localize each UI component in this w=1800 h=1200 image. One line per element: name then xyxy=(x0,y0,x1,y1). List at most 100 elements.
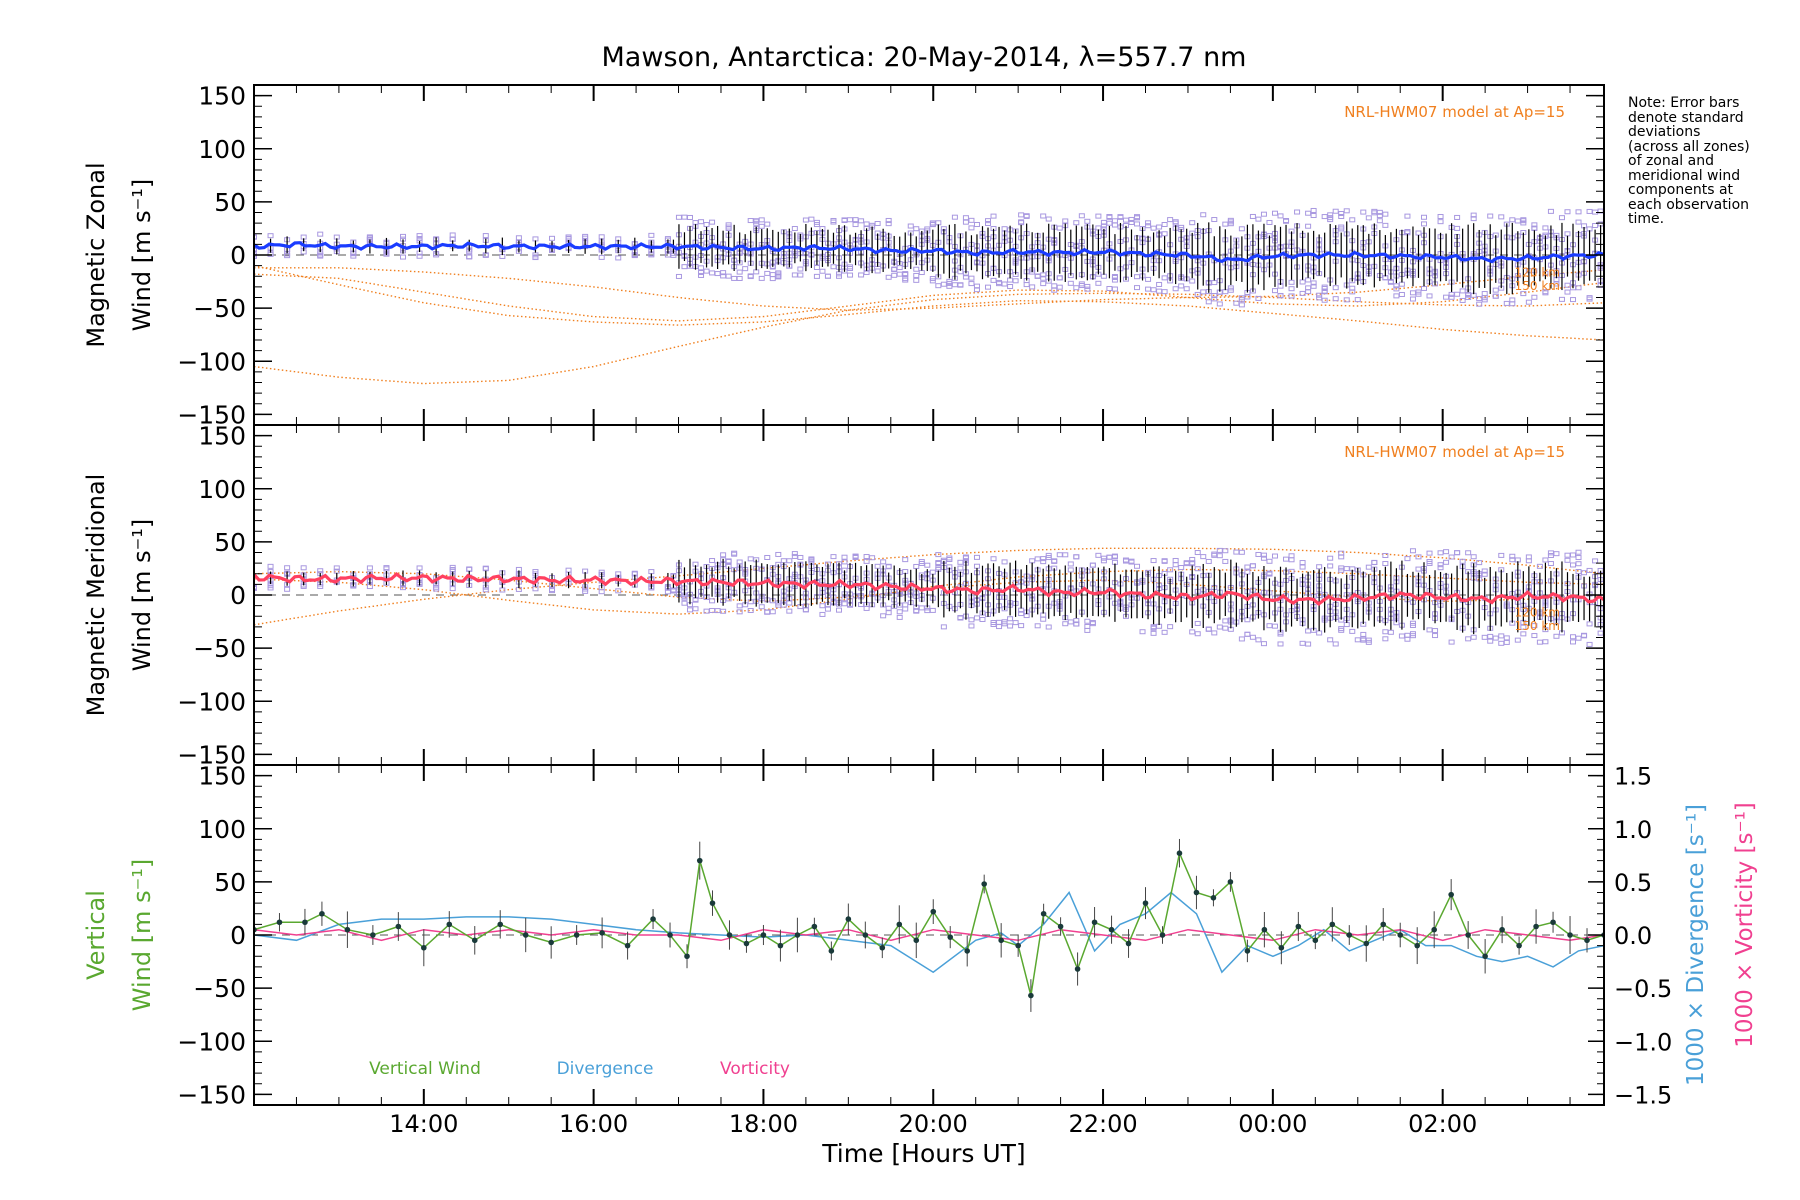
zone-point xyxy=(1040,281,1047,287)
zone-point xyxy=(1034,623,1041,629)
panel-data xyxy=(254,547,1604,647)
zone-point xyxy=(1167,624,1174,630)
zone-point xyxy=(1592,223,1599,229)
zone-point xyxy=(1200,289,1207,295)
zone-point xyxy=(1271,210,1278,216)
zone-point xyxy=(951,282,958,288)
zone-point xyxy=(1216,547,1223,553)
zone-point xyxy=(1575,219,1582,225)
zone-point xyxy=(1249,563,1256,569)
zone-point xyxy=(1089,621,1096,627)
zone-point xyxy=(1470,216,1477,222)
panel-data xyxy=(254,838,1604,1012)
zone-point xyxy=(1332,208,1339,214)
zone-point xyxy=(1194,566,1201,572)
zone-point xyxy=(383,566,390,572)
zone-point xyxy=(907,223,914,229)
vertical-wind-point xyxy=(1312,937,1319,944)
zone-point xyxy=(802,607,809,613)
zone-point xyxy=(1084,286,1091,292)
zone-point xyxy=(1360,636,1367,642)
vertical-wind-point xyxy=(302,919,308,926)
legend-entry: Divergence xyxy=(557,1059,654,1079)
zone-point xyxy=(747,607,754,613)
zone-point xyxy=(935,565,942,571)
zone-point xyxy=(1575,209,1582,215)
zone-point xyxy=(1327,637,1334,643)
zone-point xyxy=(1073,220,1080,226)
zone-point xyxy=(1040,616,1047,622)
zone-point xyxy=(1051,287,1058,293)
zone-point xyxy=(1354,297,1361,303)
zone-point xyxy=(482,233,489,239)
y-tick-label: −50 xyxy=(193,294,246,323)
zone-point xyxy=(1211,280,1218,286)
zone-point xyxy=(1299,290,1306,296)
zone-point xyxy=(254,234,257,240)
zone-point xyxy=(692,597,699,603)
zone-point xyxy=(1426,293,1433,299)
zone-point xyxy=(841,559,848,565)
zone-point xyxy=(1487,638,1494,644)
vertical-wind-point xyxy=(998,937,1004,944)
zone-point xyxy=(1454,225,1461,231)
zone-point xyxy=(1117,214,1124,220)
zone-point xyxy=(1586,296,1593,302)
zone-point xyxy=(1376,209,1383,215)
zone-point xyxy=(852,554,859,560)
zone-point xyxy=(1426,627,1433,633)
y-axis-label-line1: Magnetic Zonal xyxy=(82,162,110,347)
zone-point xyxy=(896,609,903,615)
zone-point xyxy=(996,281,1003,287)
zone-point xyxy=(1382,222,1389,228)
zone-point xyxy=(824,273,831,279)
zone-point xyxy=(675,214,682,220)
zone-point xyxy=(996,619,1003,625)
zone-point xyxy=(847,217,854,223)
zone-point xyxy=(1365,564,1372,570)
zone-point xyxy=(1023,282,1030,288)
zone-point xyxy=(841,554,848,560)
y2-tick-label: −1.5 xyxy=(1614,1081,1672,1109)
zone-point xyxy=(1409,296,1416,302)
zone-point xyxy=(935,283,942,289)
zone-point xyxy=(1520,624,1527,630)
zone-point xyxy=(709,219,716,225)
zone-point xyxy=(990,213,997,219)
zone-point xyxy=(1575,569,1582,575)
zone-point xyxy=(449,232,456,238)
zone-point xyxy=(830,264,837,270)
zone-point xyxy=(1294,209,1301,215)
zone-point xyxy=(791,272,798,278)
zone-point xyxy=(1084,618,1091,624)
zone-point xyxy=(692,606,699,612)
zone-point xyxy=(1470,634,1477,640)
zone-point xyxy=(1448,294,1455,300)
zone-point xyxy=(1454,291,1461,297)
zone-point xyxy=(1360,637,1367,643)
zone-point xyxy=(913,563,920,569)
panel-3: Vertical Wind Divergence Vorticity −1.5 −1.0… xyxy=(82,762,1758,1110)
zone-point xyxy=(532,586,539,592)
note-line: Note: Error bars xyxy=(1628,95,1740,111)
zone-point xyxy=(996,279,1003,285)
zone-point xyxy=(990,621,997,627)
zone-point xyxy=(681,214,688,220)
zone-point xyxy=(1271,553,1278,559)
zone-point xyxy=(1073,621,1080,627)
zone-point xyxy=(1128,219,1135,225)
zone-point xyxy=(383,565,390,571)
zone-point xyxy=(791,551,798,557)
zone-point xyxy=(598,234,605,240)
zone-point xyxy=(1404,556,1411,562)
vertical-wind-point xyxy=(1431,926,1437,933)
zone-point xyxy=(935,560,942,566)
zone-point xyxy=(1249,213,1256,219)
model-curve xyxy=(254,264,1604,341)
zone-point xyxy=(979,616,986,622)
zone-point xyxy=(1095,213,1102,219)
zone-point xyxy=(1045,552,1052,558)
zone-point xyxy=(896,614,903,620)
zone-point xyxy=(1283,218,1290,224)
